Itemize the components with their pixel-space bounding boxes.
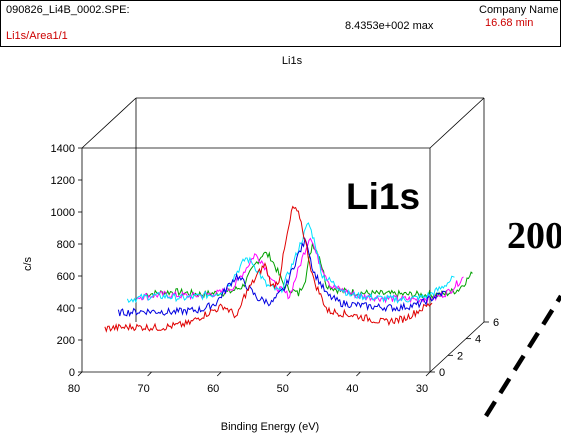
y-tick-label: 400 xyxy=(57,303,75,315)
file-name: 090826_Li4B_0002.SPE: xyxy=(6,4,130,16)
z-tick-label: 2 xyxy=(457,350,463,362)
z-tick-label: 6 xyxy=(493,317,499,329)
y-tick-label: 200 xyxy=(57,335,75,347)
y-tick-label: 1400 xyxy=(51,143,75,155)
x-tick-label: 40 xyxy=(346,383,358,395)
max-value: 8.4353e+002 max xyxy=(345,20,434,32)
header-divider xyxy=(0,46,561,47)
spectrum-trace-1 xyxy=(145,242,473,300)
y-tick-label: 600 xyxy=(57,271,75,283)
top-left-depth-edge xyxy=(81,97,137,149)
x-tick-mark xyxy=(216,371,222,377)
dashed-arrow-line xyxy=(484,294,561,418)
y-tick-label: 800 xyxy=(57,239,75,251)
y-axis-label: c/s xyxy=(22,256,34,271)
company-name: Company Name xyxy=(479,4,559,16)
plot-box-frame xyxy=(81,97,485,373)
spectra-traces xyxy=(104,205,473,333)
report-header: 090826_Li4B_0002.SPE: Li1s/Area1/1 8.435… xyxy=(0,0,561,46)
spectrum-trace-3 xyxy=(126,222,455,304)
x-tick-label: 30 xyxy=(416,383,428,395)
spectrum-trace-5 xyxy=(104,205,433,333)
x-axis-label: Binding Energy (eV) xyxy=(221,421,319,433)
z-tick-label: 0 xyxy=(439,367,445,379)
spectrum-trace-4 xyxy=(117,236,446,318)
z-tick-label: 4 xyxy=(475,334,481,346)
y-tick-label: 0 xyxy=(69,367,75,379)
y-axis-ticks: 0 200 400 600 800 1000 1200 1400 xyxy=(51,143,82,379)
x-tick-label: 70 xyxy=(137,383,149,395)
spectrum-trace-2 xyxy=(135,237,464,304)
x-tick-label: 50 xyxy=(277,383,289,395)
top-right-depth-edge xyxy=(429,97,485,149)
x-tick-mark xyxy=(356,371,361,377)
peak-annotation: Li1s xyxy=(343,176,424,218)
x-tick-label: 80 xyxy=(68,383,80,395)
x-tick-label: 60 xyxy=(207,383,219,395)
cut-off-annotation: 200 xyxy=(507,215,561,257)
x-tick-mark xyxy=(77,371,83,377)
x-axis-ticks: 80 70 60 50 40 30 xyxy=(68,371,431,395)
y-tick-label: 1000 xyxy=(51,207,75,219)
acquisition-time: 16.68 min xyxy=(485,17,534,29)
x-tick-mark xyxy=(286,371,292,377)
bottom-right-depth-edge xyxy=(429,321,485,373)
x-tick-mark xyxy=(425,371,431,377)
y-tick-label: 1200 xyxy=(51,175,75,187)
x-tick-mark xyxy=(147,371,152,377)
region-name: Li1s/Area1/1 xyxy=(6,30,68,42)
chart-title: Li1s xyxy=(282,55,303,67)
